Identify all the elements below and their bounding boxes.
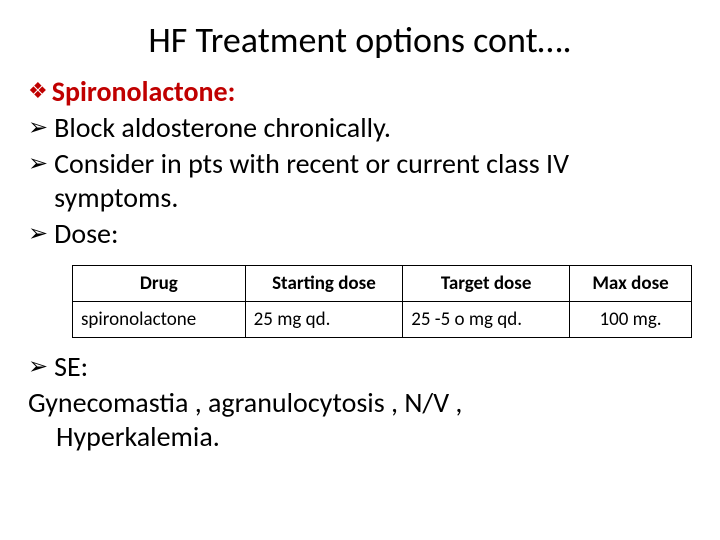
bullet-item: ➢ Block aldosterone chronically. <box>28 111 692 145</box>
arrow-icon: ➢ <box>28 111 48 145</box>
arrow-icon: ➢ <box>28 147 48 181</box>
table-cell: 25 mg qd. <box>245 302 403 338</box>
bullet-text: SE: <box>54 350 88 384</box>
bullet-item: ➢ Consider in pts with recent or current… <box>28 147 692 215</box>
bullet-text: Block aldosterone chronically. <box>54 111 391 145</box>
col-header: Drug <box>73 266 246 302</box>
table-cell: spironolactone <box>73 302 246 338</box>
table-row: spironolactone 25 mg qd. 25 -5 o mg qd. … <box>73 302 692 338</box>
bullet-item: ➢ Dose: <box>28 217 692 251</box>
col-header: Starting dose <box>245 266 403 302</box>
arrow-icon: ➢ <box>28 350 48 384</box>
se-text-line: Hyperkalemia. <box>28 420 692 454</box>
slide-title: HF Treatment options cont…. <box>68 18 652 62</box>
bullet-text: Dose: <box>54 217 118 251</box>
table-cell: 25 -5 o mg qd. <box>403 302 570 338</box>
col-header: Target dose <box>403 266 570 302</box>
bullet-item: ➢ SE: <box>28 350 692 384</box>
se-text-line: Gynecomastia , agranulocytosis , N/V , <box>28 386 692 420</box>
bullet-text: Consider in pts with recent or current c… <box>54 147 692 215</box>
table-cell: 100 mg. <box>570 302 692 338</box>
section-heading: Spironolactone: <box>52 74 236 109</box>
arrow-icon: ➢ <box>28 217 48 251</box>
table-header-row: Drug Starting dose Target dose Max dose <box>73 266 692 302</box>
diamond-icon: ❖ <box>28 74 48 108</box>
col-header: Max dose <box>570 266 692 302</box>
section-heading-row: ❖ Spironolactone: <box>28 74 692 109</box>
dose-table: Drug Starting dose Target dose Max dose … <box>72 265 692 338</box>
